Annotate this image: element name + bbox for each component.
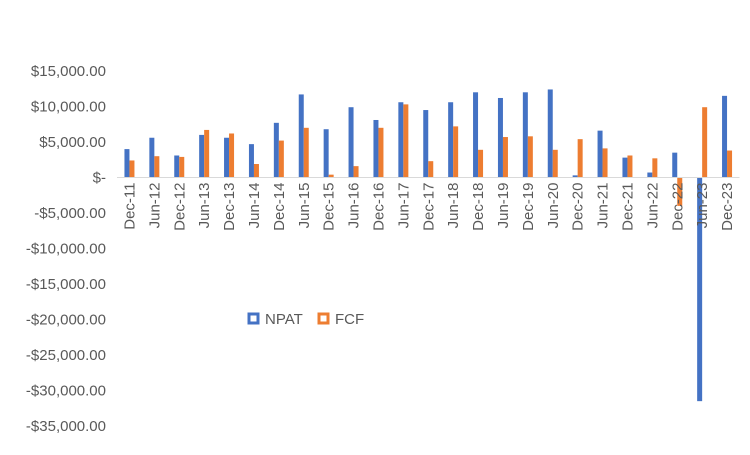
bar-fcf <box>253 164 259 178</box>
x-tick-label: Dec-12 <box>171 183 188 231</box>
bar-npat <box>722 95 728 178</box>
y-tick-label: $- <box>93 170 106 187</box>
x-tick-label: Jun-19 <box>495 183 512 229</box>
bar-fcf <box>502 137 508 178</box>
x-tick-label: Jun-21 <box>595 183 612 229</box>
bar-npat <box>273 122 279 178</box>
x-tick-label: Jun-15 <box>296 183 313 229</box>
bar-fcf <box>303 127 309 178</box>
bar-npat <box>398 102 404 178</box>
bar-npat <box>473 92 479 178</box>
bar-npat <box>572 175 578 178</box>
bar-fcf <box>278 140 284 178</box>
x-tick-label: Dec-19 <box>520 183 537 231</box>
y-tick-label: -$35,000.00 <box>26 418 106 435</box>
legend-label-fcf: FCF <box>335 311 364 328</box>
bar-fcf <box>677 177 683 206</box>
bar-npat <box>647 172 653 178</box>
bar-fcf <box>328 174 334 178</box>
bar-npat <box>298 94 304 178</box>
bar-npat <box>547 89 553 178</box>
x-tick-label: Jun-12 <box>146 183 163 229</box>
x-tick-label: Dec-14 <box>271 183 288 231</box>
bar-fcf <box>229 133 235 178</box>
bar-fcf <box>552 149 558 178</box>
legend-label-npat: NPAT <box>265 311 303 328</box>
y-tick-label: $10,000.00 <box>31 99 106 116</box>
y-tick-label: -$10,000.00 <box>26 241 106 258</box>
bar-fcf <box>577 139 583 178</box>
x-tick-label: Dec-13 <box>221 183 238 231</box>
bar-npat <box>323 129 329 178</box>
bar-fcf <box>453 126 459 178</box>
bar-fcf <box>129 160 135 178</box>
x-tick-label: Jun-14 <box>246 183 263 229</box>
bar-fcf <box>627 155 633 178</box>
bar-fcf <box>179 156 185 178</box>
bar-npat <box>373 119 379 178</box>
bar-npat <box>149 137 155 178</box>
bar-npat <box>622 157 628 178</box>
legend-swatch-npat <box>247 312 260 325</box>
x-tick-label: Dec-11 <box>121 183 138 230</box>
x-tick-label: Jun-22 <box>644 183 661 229</box>
x-tick-label: Dec-17 <box>420 183 437 231</box>
x-axis-labels: Dec-11 Jun-12 Dec-12 Jun-13 Dec-13 Jun-14 Dec-… <box>121 183 736 231</box>
bar-npat <box>497 97 503 178</box>
x-tick-label: Dec-23 <box>719 183 736 231</box>
bar-fcf <box>478 149 484 178</box>
bars <box>124 89 733 402</box>
bar-npat <box>174 155 180 178</box>
bar-fcf <box>154 156 160 178</box>
bar-npat <box>672 152 678 178</box>
bar-npat <box>597 130 603 178</box>
y-tick-label: -$30,000.00 <box>26 383 106 400</box>
y-axis-labels: $15,000.00 $10,000.00 $5,000.00 $- -$5,000.0… <box>26 63 106 435</box>
x-tick-label: Dec-16 <box>370 183 387 231</box>
x-tick-label: Jun-17 <box>395 183 412 229</box>
bar-npat <box>224 137 230 178</box>
x-tick-label: Jun-16 <box>346 183 363 229</box>
bar-npat <box>124 149 130 178</box>
x-tick-label: Dec-20 <box>570 183 587 231</box>
x-tick-label: Dec-15 <box>321 183 338 231</box>
y-tick-label: $15,000.00 <box>31 63 106 80</box>
x-tick-label: Jun-20 <box>545 183 562 229</box>
bar-fcf <box>652 158 658 178</box>
bar-npat <box>248 144 254 178</box>
bar-fcf <box>727 150 733 178</box>
x-tick-label: Jun-18 <box>445 183 462 229</box>
y-tick-label: -$5,000.00 <box>34 205 106 222</box>
bar-npat <box>697 177 703 402</box>
x-tick-label: Dec-21 <box>619 183 636 231</box>
y-tick-label: $5,000.00 <box>39 134 106 151</box>
y-tick-label: -$25,000.00 <box>26 347 106 364</box>
y-tick-label: -$15,000.00 <box>26 276 106 293</box>
bar-npat <box>423 110 429 178</box>
x-tick-label: Dec-18 <box>470 183 487 231</box>
legend: NPAT FCF <box>247 311 364 328</box>
x-tick-label: Jun-13 <box>196 183 213 229</box>
bar-fcf <box>428 161 434 178</box>
y-tick-label: -$20,000.00 <box>26 312 106 329</box>
bar-fcf <box>353 166 359 178</box>
bar-fcf <box>378 127 384 178</box>
legend-swatch-fcf <box>317 312 330 325</box>
bar-fcf <box>204 129 210 178</box>
bar-npat <box>348 107 354 178</box>
bar-npat <box>448 102 454 178</box>
x-tick-label: Dec-22 <box>669 183 686 231</box>
bar-fcf <box>602 148 608 178</box>
bar-fcf <box>527 136 533 178</box>
bar-npat <box>199 134 205 178</box>
bar-fcf <box>702 107 708 178</box>
bar-fcf <box>403 104 409 178</box>
x-tick-label: Jun-23 <box>694 183 711 229</box>
bar-npat <box>522 92 528 178</box>
